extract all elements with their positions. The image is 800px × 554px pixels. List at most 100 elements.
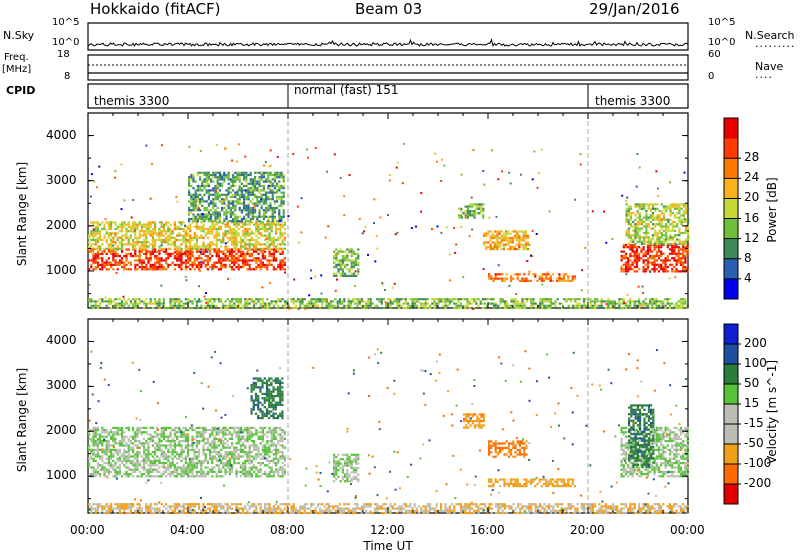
- power-cell: [624, 261, 628, 264]
- power-cell: [205, 213, 208, 216]
- power-cell: [244, 230, 247, 233]
- power-cell: [240, 187, 243, 190]
- power-cell: [105, 221, 108, 224]
- power-point: [314, 147, 317, 149]
- power-cell: [633, 265, 636, 269]
- power-cell: [644, 270, 647, 273]
- power-cell: [184, 243, 187, 246]
- power-cell: [158, 304, 161, 307]
- power-cell: [244, 232, 247, 235]
- power-cell: [178, 304, 181, 307]
- power-cell: [678, 209, 681, 213]
- power-cell: [259, 232, 262, 235]
- velocity-cell: [94, 435, 97, 438]
- power-cell: [235, 306, 238, 310]
- power-cell: [282, 202, 285, 205]
- power-cell: [413, 298, 416, 301]
- power-cell: [333, 266, 336, 269]
- power-cell: [522, 248, 525, 251]
- power-cell: [239, 300, 242, 303]
- power-cell: [231, 227, 234, 231]
- velocity-cell: [217, 451, 220, 454]
- power-cell: [532, 304, 535, 307]
- velocity-cell: [171, 470, 174, 473]
- power-cell: [232, 217, 235, 221]
- velocity-cell: [112, 435, 115, 438]
- power-cell: [258, 202, 261, 205]
- power-cell: [228, 250, 231, 253]
- power-cell: [154, 300, 157, 303]
- power-cell: [232, 211, 235, 214]
- velocity-cell: [116, 473, 119, 476]
- power-cell: [231, 241, 234, 244]
- velocity-cell: [121, 433, 124, 436]
- velocity-cell: [165, 475, 168, 478]
- velocity-cell: [191, 440, 194, 443]
- power-cell: [649, 257, 652, 260]
- power-cell: [266, 221, 269, 224]
- power-cell: [527, 279, 530, 282]
- power-point: [495, 215, 498, 218]
- power-cell: [233, 221, 236, 224]
- velocity-cell: [101, 459, 104, 462]
- velocity-cell: [182, 470, 185, 473]
- power-cell: [273, 180, 276, 183]
- velocity-cell: [165, 453, 168, 456]
- power-cell: [196, 209, 199, 212]
- power-cell: [622, 263, 625, 266]
- power-cell: [558, 273, 561, 276]
- power-cell: [273, 187, 276, 190]
- velocity-cell: [114, 426, 117, 429]
- power-cell: [261, 243, 264, 246]
- velocity-cell: [154, 431, 157, 434]
- power-cell: [638, 302, 641, 305]
- power-cell: [187, 261, 190, 264]
- power-cell: [236, 189, 239, 192]
- power-cell: [611, 302, 614, 305]
- power-cell: [679, 259, 683, 262]
- velocity-cell: [206, 462, 209, 465]
- power-cell: [223, 220, 226, 223]
- velocity-cell: [143, 468, 146, 471]
- velocity-cell: [107, 451, 110, 454]
- power-cell: [195, 266, 198, 269]
- power-cell: [132, 221, 135, 224]
- power-cell: [516, 248, 519, 251]
- power-cell: [272, 238, 275, 242]
- power-cell: [160, 230, 163, 233]
- velocity-cell: [125, 455, 128, 458]
- velocity-cell: [176, 468, 179, 471]
- power-cell: [251, 206, 254, 210]
- velocity-cell: [193, 451, 196, 454]
- power-cell: [671, 229, 674, 232]
- power-cell: [596, 304, 599, 307]
- power-cell: [134, 243, 137, 246]
- velocity-cell: [114, 462, 117, 465]
- power-cell: [156, 232, 159, 235]
- velocity-cell: [184, 459, 187, 462]
- power-cell: [335, 263, 338, 266]
- power-cell: [332, 300, 335, 303]
- power-cell: [576, 302, 579, 305]
- power-cell: [162, 302, 165, 305]
- power-cell: [182, 234, 185, 237]
- power-cell: [382, 298, 385, 301]
- power-cell: [225, 176, 228, 179]
- power-cell: [551, 279, 554, 282]
- power-point: [528, 270, 531, 273]
- power-cell: [469, 205, 472, 208]
- power-point: [184, 224, 186, 227]
- power-cell: [576, 306, 579, 310]
- power-cell: [335, 257, 338, 260]
- power-cell: [189, 238, 192, 242]
- power-cell: [627, 234, 630, 237]
- power-cell: [578, 298, 581, 301]
- power-cell: [636, 240, 639, 243]
- velocity-cell: [129, 455, 132, 458]
- velocity-cell: [211, 475, 214, 478]
- power-cell: [192, 220, 195, 223]
- power-cell: [195, 227, 198, 231]
- power-cell: [204, 304, 207, 307]
- power-cell: [207, 171, 210, 174]
- power-cell: [145, 232, 148, 235]
